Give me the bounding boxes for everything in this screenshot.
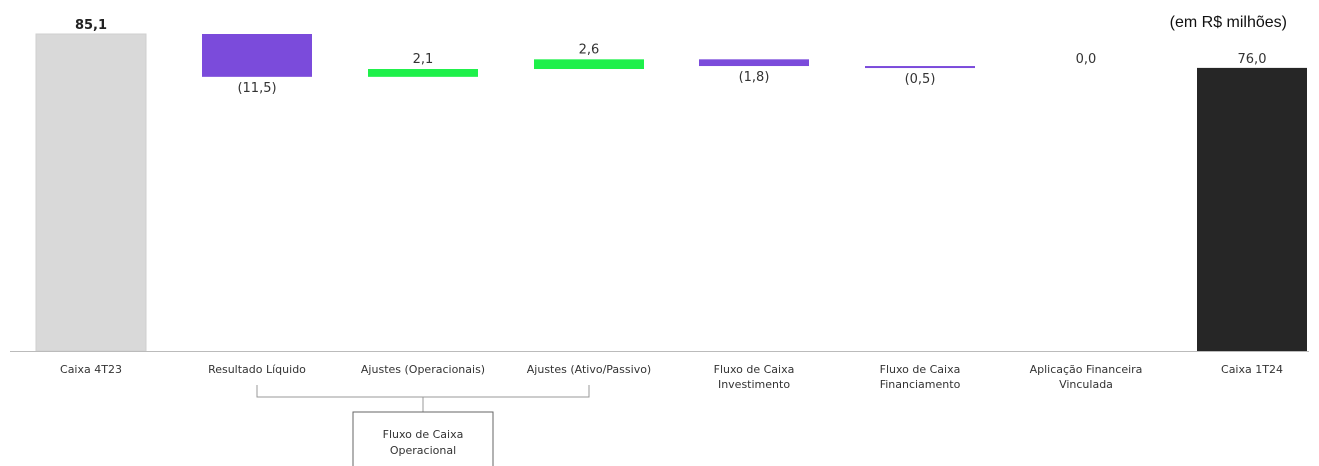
bar-3 xyxy=(368,69,478,77)
category-label-4: Ajustes (Ativo/Passivo) xyxy=(527,363,651,376)
bar-6 xyxy=(865,66,975,69)
bars-layer xyxy=(35,33,1307,352)
bar-4 xyxy=(534,59,644,70)
bar-5 xyxy=(699,59,809,67)
category-label-7: Aplicação Financeira Vinculada xyxy=(1030,363,1143,391)
group-bracket-layer: Fluxo de Caixa Operacional xyxy=(256,385,590,466)
category-label-2: Resultado Líquido xyxy=(208,363,306,376)
category-label-6: Fluxo de Caixa Financiamento xyxy=(880,363,961,391)
group-bracket xyxy=(256,385,590,412)
value-label-6: (0,5) xyxy=(905,72,936,87)
value-label-2: (11,5) xyxy=(237,81,276,96)
group-label: Fluxo de Caixa Operacional xyxy=(383,428,464,457)
value-label-8: 76,0 xyxy=(1238,52,1267,67)
value-label-4: 2,6 xyxy=(579,42,600,57)
value-label-7: 0,0 xyxy=(1076,52,1097,67)
category-label-5: Fluxo de Caixa Investimento xyxy=(714,363,795,391)
group-box xyxy=(352,411,494,466)
value-label-3: 2,1 xyxy=(413,52,434,67)
bar-8 xyxy=(1197,67,1307,351)
category-label-3: Ajustes (Operacionais) xyxy=(361,363,485,376)
category-labels-layer: Caixa 4T23 Resultado Líquido Ajustes (Oper… xyxy=(60,363,1283,391)
value-label-5: (1,8) xyxy=(739,70,770,85)
category-label-8: Caixa 1T24 xyxy=(1221,363,1283,376)
bar-2 xyxy=(202,34,312,77)
bar-1 xyxy=(35,33,147,352)
category-label-1: Caixa 4T23 xyxy=(60,363,122,376)
value-label-1: 85,1 xyxy=(75,18,107,33)
unit-note: (em R$ milhões) xyxy=(1169,14,1287,31)
value-labels-layer: 85,1 (11,5) 2,1 2,6 (1,8) (0,5) 0,0 76,0 xyxy=(75,18,1267,96)
